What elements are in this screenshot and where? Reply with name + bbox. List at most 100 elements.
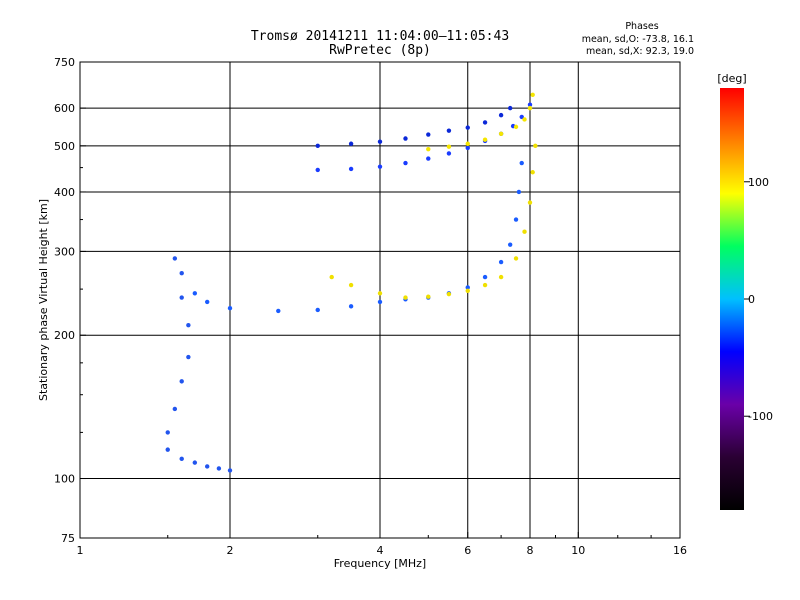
colorbar-ticks: 100 0 -100 bbox=[744, 176, 773, 423]
data-point bbox=[498, 259, 504, 265]
data-point bbox=[465, 285, 470, 290]
data-point bbox=[403, 295, 408, 300]
data-point bbox=[186, 354, 191, 360]
phases-o-stats: mean, sd,O: -73.8, 16.1 bbox=[582, 34, 694, 45]
data-point bbox=[527, 105, 533, 111]
data-point bbox=[522, 117, 527, 122]
data-point bbox=[348, 282, 354, 288]
data-point bbox=[179, 379, 184, 384]
x-axis-label: Frequency [MHz] bbox=[334, 557, 426, 570]
data-point bbox=[403, 160, 408, 166]
chart-subtitle: RwPretec (8p) bbox=[329, 43, 431, 58]
data-point bbox=[519, 114, 524, 120]
data-point bbox=[519, 160, 524, 166]
data-point bbox=[172, 406, 178, 412]
data-point bbox=[507, 105, 513, 111]
y-tick-label: 300 bbox=[54, 245, 75, 258]
y-tick-label: 200 bbox=[54, 329, 75, 342]
data-point bbox=[227, 305, 233, 311]
colorbar-unit-label: [deg] bbox=[717, 72, 746, 85]
data-point bbox=[527, 102, 533, 107]
data-point bbox=[446, 128, 452, 133]
chart-title: Tromsø 20141211 11:04:00–11:05:43 bbox=[251, 29, 509, 44]
y-tick-label: 400 bbox=[54, 186, 75, 199]
data-point bbox=[315, 167, 320, 173]
data-point bbox=[179, 295, 184, 300]
data-point bbox=[516, 189, 522, 195]
data-point bbox=[377, 299, 383, 305]
data-point bbox=[482, 274, 488, 280]
data-point bbox=[377, 164, 383, 169]
x-tick-label: 6 bbox=[464, 544, 471, 557]
data-point bbox=[227, 468, 233, 473]
data-point bbox=[498, 112, 504, 118]
y-tick-label: 75 bbox=[61, 532, 75, 545]
data-point bbox=[465, 141, 470, 146]
data-point bbox=[172, 256, 178, 261]
data-point bbox=[179, 456, 184, 462]
data-point bbox=[315, 143, 320, 149]
data-point bbox=[165, 447, 170, 452]
x-tick-label: 1 bbox=[77, 544, 84, 557]
data-point bbox=[426, 294, 431, 299]
y-tick-label: 100 bbox=[54, 473, 75, 486]
data-point bbox=[186, 322, 191, 328]
data-point bbox=[513, 217, 519, 222]
data-point bbox=[348, 304, 354, 309]
colorbar-tick-label: 0 bbox=[748, 293, 755, 306]
y-tick-label: 750 bbox=[54, 56, 75, 69]
data-point bbox=[527, 200, 533, 205]
phases-heading: Phases bbox=[625, 21, 658, 32]
data-point bbox=[204, 299, 210, 305]
data-point bbox=[498, 131, 504, 136]
colorbar bbox=[720, 88, 744, 510]
colorbar-tick-label: -100 bbox=[748, 410, 773, 423]
data-point bbox=[216, 466, 222, 471]
data-point bbox=[482, 120, 488, 125]
x-tick-label: 16 bbox=[673, 544, 687, 557]
data-point bbox=[329, 274, 334, 280]
data-point bbox=[465, 145, 470, 151]
y-tick-label: 500 bbox=[54, 140, 75, 153]
phases-x-stats: mean, sd,X: 92.3, 19.0 bbox=[586, 46, 694, 57]
data-point bbox=[482, 282, 488, 288]
data-point bbox=[533, 143, 538, 149]
data-point bbox=[530, 170, 535, 175]
y-tick-label: 600 bbox=[54, 102, 75, 115]
data-point bbox=[482, 137, 488, 142]
data-point bbox=[522, 229, 527, 234]
x-tick-label: 10 bbox=[571, 544, 585, 557]
data-point bbox=[348, 141, 354, 146]
data-point bbox=[192, 460, 198, 465]
data-series-layer bbox=[165, 92, 538, 473]
data-point bbox=[204, 464, 210, 469]
data-point bbox=[446, 144, 452, 149]
data-point bbox=[530, 92, 535, 97]
colorbar-tick-label: 100 bbox=[748, 176, 769, 189]
data-point bbox=[276, 308, 281, 314]
data-point bbox=[446, 291, 452, 297]
data-point bbox=[426, 132, 431, 137]
x-tick-label: 8 bbox=[527, 544, 534, 557]
data-point bbox=[465, 288, 470, 293]
data-point bbox=[403, 136, 408, 141]
y-axis-label: Stationary phase Virtual Height [km] bbox=[37, 199, 50, 401]
data-point bbox=[179, 271, 184, 276]
data-point bbox=[513, 256, 519, 261]
axis-ticks: 1 2 4 6 8 10 16 75 100 200 300 400 500 600 750 bbox=[54, 56, 687, 557]
data-point bbox=[426, 156, 431, 161]
data-point bbox=[498, 274, 504, 280]
data-point bbox=[507, 242, 513, 247]
data-point bbox=[192, 291, 198, 296]
x-tick-label: 4 bbox=[377, 544, 384, 557]
data-point bbox=[377, 291, 383, 296]
data-point bbox=[165, 430, 170, 435]
data-point bbox=[377, 139, 383, 144]
x-tick-label: 2 bbox=[227, 544, 234, 557]
data-point bbox=[348, 166, 354, 172]
data-point bbox=[446, 151, 452, 156]
data-point bbox=[315, 307, 320, 313]
data-point bbox=[513, 124, 519, 130]
data-point bbox=[426, 146, 431, 152]
